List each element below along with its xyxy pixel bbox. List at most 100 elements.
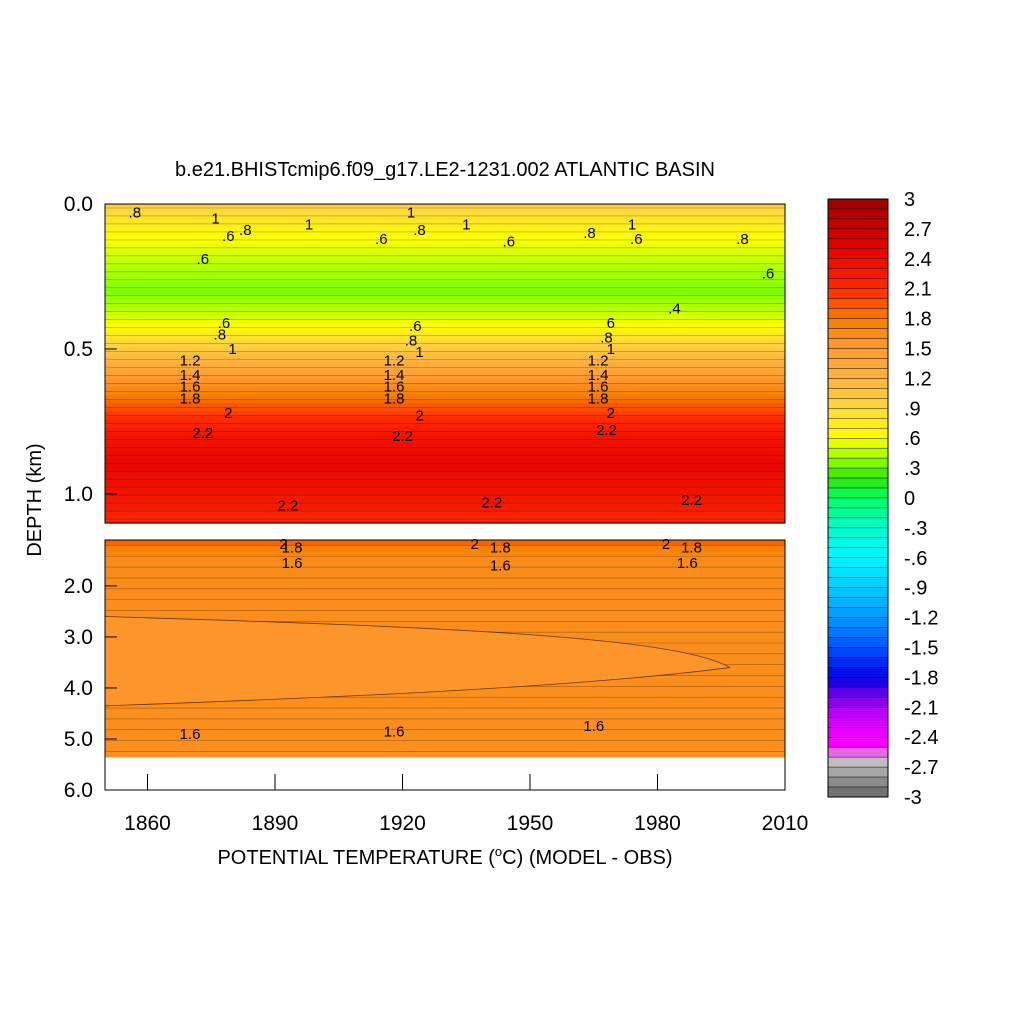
field-band — [105, 215, 785, 221]
field-band — [105, 319, 785, 325]
colorbar-box — [827, 497, 889, 509]
contour-label: .8 — [239, 222, 252, 239]
contour-label: .6 — [375, 231, 388, 248]
field-band — [105, 335, 785, 341]
field-band — [105, 431, 785, 436]
field-band — [105, 291, 785, 297]
upper-panel: .8 1.6.8 11.8.61.6.81.6.8.6.6.4.6.811.21.4… — [104, 203, 786, 524]
contour-label: .6 — [630, 231, 643, 248]
field-band — [105, 503, 785, 508]
field-band — [105, 615, 785, 622]
colorbar-box — [827, 238, 889, 250]
colorbar-box — [827, 697, 889, 708]
contour-label: 1.6 — [677, 555, 698, 572]
contour-label: 2.2 — [681, 492, 702, 509]
field-band — [105, 724, 785, 731]
colorbar-box — [827, 268, 889, 279]
contour-label: 1.4 — [180, 367, 201, 384]
colorbar-label: 1.8 — [904, 309, 932, 331]
contour-label: .6 — [762, 266, 775, 283]
colorbar-label: 1.5 — [904, 339, 932, 361]
field-band — [105, 718, 785, 725]
field-band — [105, 303, 785, 309]
field-band — [105, 577, 785, 584]
contour-label: 1.6 — [490, 558, 511, 575]
contour-label: .8 — [214, 327, 227, 344]
colorbar-box — [827, 786, 889, 798]
colorbar-box — [827, 577, 889, 588]
field-band — [105, 251, 785, 257]
colorbar-box — [827, 348, 889, 359]
field-band — [105, 567, 785, 574]
contour-label: 1.8 — [384, 390, 405, 407]
colorbar-label: .3 — [904, 458, 921, 480]
field-band — [105, 267, 785, 273]
field-band — [105, 247, 785, 253]
field-band — [105, 540, 785, 547]
field-band — [105, 339, 785, 345]
field-band — [105, 207, 785, 213]
colorbar-label: 2.7 — [904, 219, 932, 241]
field-band — [105, 751, 785, 758]
field-band — [105, 407, 785, 412]
contour-label: 2.2 — [192, 425, 213, 442]
colorbar-box — [827, 388, 889, 399]
field-band — [105, 621, 785, 628]
field-band — [105, 204, 785, 209]
field-band — [105, 391, 785, 396]
field-band — [105, 515, 785, 520]
field-band — [105, 275, 785, 281]
colorbar-box — [827, 218, 889, 230]
colorbar-box — [827, 318, 889, 329]
contour-label: .8 — [129, 205, 142, 222]
colorbar-label: -1.8 — [904, 667, 938, 689]
colorbar-box — [827, 597, 889, 608]
contour-label: 2 — [662, 536, 670, 553]
contour-label: 1 — [228, 341, 236, 358]
colorbar-box — [827, 587, 889, 598]
field-band — [105, 351, 785, 357]
colorbar-box — [827, 248, 889, 260]
contour-label: 2.2 — [392, 428, 413, 445]
y-axis-ticks: 0.0 0.5 1.0 2.0 3.0 4.0 5.0 6.0 — [64, 193, 117, 802]
field-band — [105, 447, 785, 452]
colorbar-label: -2.7 — [904, 757, 938, 779]
field-band — [105, 219, 785, 225]
field-band — [105, 463, 785, 468]
field-band — [105, 702, 785, 709]
field-band — [105, 423, 785, 428]
contour-label: 1 — [407, 205, 415, 222]
colorbar-box — [827, 378, 889, 389]
colorbar-box — [827, 428, 889, 439]
colorbar-box — [827, 776, 889, 788]
colorbar-box — [827, 766, 889, 778]
field-band — [105, 459, 785, 464]
colorbar-box — [827, 487, 889, 499]
field-band — [105, 287, 785, 293]
contour-label: .6 — [222, 228, 235, 245]
field-band — [105, 347, 785, 353]
contour-label: 1 — [462, 216, 470, 233]
field-band — [105, 491, 785, 496]
field-band — [105, 495, 785, 500]
y-tick-label: 1.0 — [64, 483, 93, 506]
field-band — [105, 467, 785, 472]
contour-label: 2 — [471, 536, 479, 553]
colorbar-box — [827, 756, 889, 768]
contour-label: 1.6 — [282, 555, 303, 572]
colorbar-box — [827, 647, 889, 658]
contour-label: .8 — [413, 222, 426, 239]
contour-label: 2 — [415, 408, 423, 425]
field-band — [105, 223, 785, 229]
field-band — [105, 561, 785, 568]
field-band — [105, 594, 785, 601]
field-band — [105, 271, 785, 277]
colorbar-box — [827, 358, 889, 369]
contour-label: .8 — [405, 332, 418, 349]
colorbar-box — [827, 537, 889, 549]
contour-label: 1.8 — [681, 540, 702, 557]
colorbar-box — [827, 258, 889, 269]
colorbar-box — [827, 328, 889, 339]
contour-label: .4 — [668, 300, 681, 317]
colorbar-box — [827, 198, 889, 210]
